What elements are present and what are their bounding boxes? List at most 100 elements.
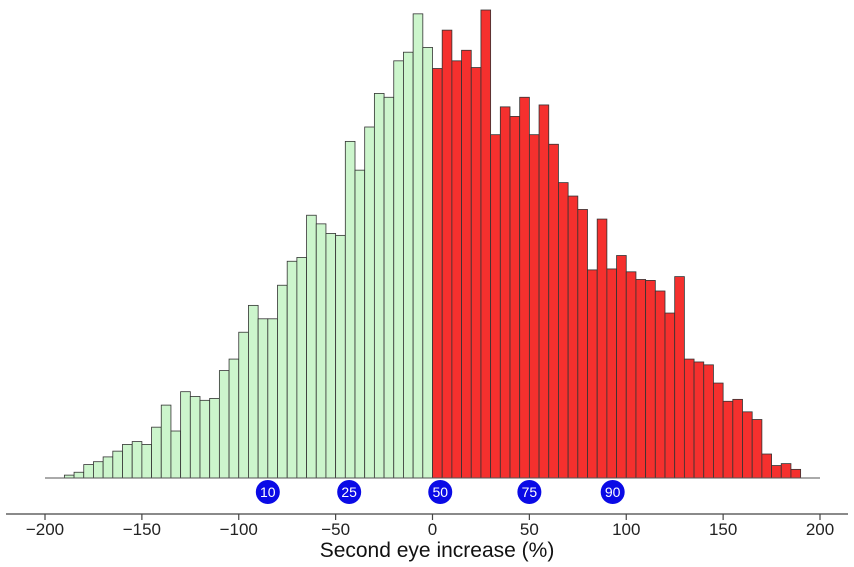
percentile-marker-label: 75 [522, 484, 538, 500]
histogram-bar [722, 400, 734, 479]
histogram-bar [451, 60, 462, 479]
histogram-bar [625, 271, 637, 479]
histogram-bar [199, 399, 211, 479]
bars-layer [45, 9, 820, 479]
histogram-bar [122, 444, 133, 479]
histogram-bar [373, 93, 385, 479]
histogram-bar [461, 49, 472, 479]
percentile-marker-label: 10 [260, 484, 276, 500]
histogram-bar [470, 67, 482, 479]
histogram-bar [693, 361, 705, 479]
histogram-bar [393, 60, 404, 479]
histogram-bar [480, 9, 492, 479]
percentile-marker-10 [255, 480, 280, 504]
histogram-bar [761, 453, 772, 479]
histogram-bar [354, 169, 366, 479]
histogram-bar [403, 51, 414, 479]
histogram-bar [635, 279, 647, 479]
histogram-bar [596, 218, 608, 479]
histogram-bar [674, 276, 685, 479]
histogram-bar [218, 370, 230, 479]
histogram-bar [577, 209, 588, 479]
histogram-bar [587, 269, 598, 479]
histogram-bar [209, 397, 220, 479]
histogram-bar [732, 398, 743, 479]
histogram-bar [654, 290, 666, 479]
histogram-bar [499, 106, 511, 479]
percentile-markers: 10 25 50 75 90 [255, 480, 625, 504]
histogram-bar [606, 268, 617, 479]
histogram-bar [151, 426, 162, 479]
histogram-bar [751, 419, 763, 479]
x-axis: −200 −150 −100 −50 0 50 100 150 200 [6, 513, 848, 539]
histogram-bar [315, 223, 327, 479]
x-tick-label: 200 [806, 520, 834, 539]
histogram-bar [248, 304, 259, 479]
histogram-bar [93, 461, 104, 479]
histogram-bar [412, 13, 424, 479]
histogram-bar [112, 450, 123, 479]
percentile-marker-25 [337, 480, 362, 504]
histogram-bar [422, 47, 433, 479]
histogram-bar [528, 134, 540, 479]
histogram-bar [664, 312, 676, 479]
histogram-bar [238, 331, 249, 479]
percentile-marker-50 [428, 480, 453, 504]
histogram-bar [180, 391, 191, 479]
histogram-bar [325, 233, 337, 479]
histogram-bar [383, 96, 395, 479]
histogram-bar [490, 134, 501, 479]
histogram-bar [558, 182, 569, 479]
histogram-bar [83, 464, 94, 479]
x-tick-label: 150 [709, 520, 737, 539]
percentile-marker-label: 90 [605, 484, 621, 500]
histogram-bar [131, 441, 143, 479]
histogram-bar [441, 29, 453, 479]
histogram-bar [780, 463, 792, 479]
histogram-bar [257, 318, 269, 479]
histogram-bar [432, 68, 443, 479]
histogram-bar [73, 471, 85, 479]
x-tick-label: −50 [321, 520, 350, 539]
histogram-bar [364, 126, 375, 479]
histogram-bar [519, 96, 530, 479]
histogram-bar [790, 468, 802, 479]
histogram-bar [267, 318, 278, 479]
histogram-bar [141, 444, 152, 479]
histogram-bar [228, 358, 240, 479]
histogram-bar [189, 396, 201, 479]
x-tick-label: −200 [26, 520, 64, 539]
x-tick-label: −100 [220, 520, 258, 539]
x-tick-label: 100 [612, 520, 640, 539]
histogram-bar [160, 404, 172, 479]
histogram-bar [344, 140, 356, 479]
histogram-bar [335, 234, 346, 479]
histogram-bar [277, 284, 288, 479]
percentile-marker-90 [600, 480, 625, 504]
percentile-marker-label: 25 [341, 484, 357, 500]
histogram-bar [742, 411, 753, 479]
histogram-bar [771, 465, 782, 479]
histogram-bar [703, 364, 714, 479]
histogram-bar [306, 214, 317, 479]
histogram-bar [567, 195, 579, 479]
histogram-bar [616, 255, 627, 479]
histogram-bar [286, 260, 298, 479]
x-tick-label: 50 [520, 520, 539, 539]
histogram-bar [683, 358, 695, 479]
percentile-marker-75 [517, 480, 542, 504]
histogram-bar [170, 430, 182, 479]
histogram-bar [713, 382, 724, 479]
x-tick-label: −150 [123, 520, 161, 539]
histogram-bar [296, 257, 307, 479]
histogram-bar [548, 143, 559, 479]
histogram-bar [538, 104, 550, 479]
histogram-bar [645, 280, 656, 479]
x-tick-label: 0 [428, 520, 437, 539]
histogram-bar [509, 116, 521, 479]
x-axis-title: Second eye increase (%) [320, 539, 555, 562]
histogram-bar [102, 456, 114, 479]
percentile-marker-label: 50 [432, 484, 448, 500]
